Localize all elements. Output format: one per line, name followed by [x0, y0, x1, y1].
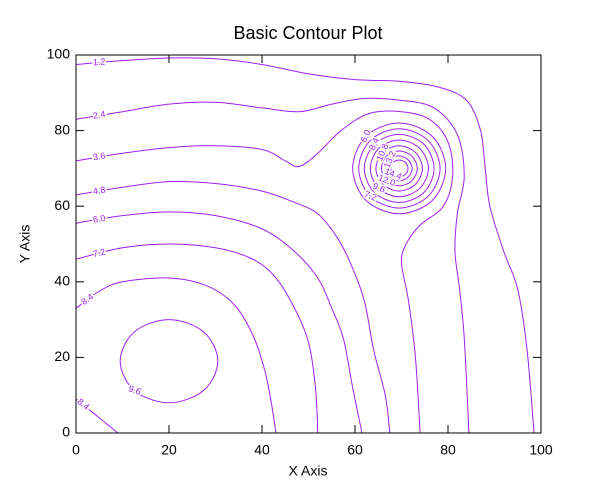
- y-tick-label: 20: [54, 348, 70, 364]
- contour-label: 2.4: [92, 109, 106, 121]
- y-tick-label: 100: [47, 46, 71, 62]
- contour-line: [375, 145, 423, 192]
- x-tick-label: 60: [347, 442, 363, 458]
- contour-line: [76, 211, 363, 433]
- contour-line: [76, 277, 277, 433]
- contour-line: [390, 159, 409, 178]
- x-tick-label: 80: [440, 442, 456, 458]
- y-tick-label: 0: [62, 424, 70, 440]
- y-tick-label: 40: [54, 273, 70, 289]
- contour-line: [76, 110, 454, 433]
- contour-line: [386, 155, 413, 182]
- contour-line: [358, 128, 441, 209]
- x-tick-label: 100: [529, 442, 553, 458]
- contour-label: 7.2: [92, 247, 107, 260]
- contour-line: [369, 139, 429, 198]
- contour-line: [119, 319, 219, 404]
- contour-line: [381, 150, 418, 187]
- x-tick-label: 40: [254, 442, 270, 458]
- chart-title: Basic Contour Plot: [233, 23, 382, 43]
- x-tick-label: 0: [72, 442, 80, 458]
- y-axis-label: Y Axis: [17, 225, 33, 264]
- contour-line: [352, 122, 447, 215]
- contour-label: 1.2: [93, 56, 106, 67]
- x-axis-label: X Axis: [289, 463, 328, 479]
- contour-lines: [76, 57, 535, 433]
- contour-line: [76, 180, 391, 433]
- contour-line: [76, 398, 119, 433]
- contour-label: 9.6: [371, 181, 386, 195]
- contour-line: [76, 243, 319, 433]
- y-tick-label: 60: [54, 197, 70, 213]
- contour-labels: 1.22.43.64.86.07.28.48.49.66.07.28.49.61…: [74, 55, 405, 414]
- contour-label: 6.0: [92, 213, 106, 225]
- contour-label: 3.6: [92, 151, 106, 163]
- x-tick-label: 20: [161, 442, 177, 458]
- y-tick-label: 80: [54, 121, 70, 137]
- contour-line: [76, 57, 535, 433]
- contour-line: [363, 133, 435, 203]
- plot-frame: [75, 54, 542, 434]
- contour-label: 4.8: [92, 185, 106, 197]
- contour-line: [76, 97, 470, 433]
